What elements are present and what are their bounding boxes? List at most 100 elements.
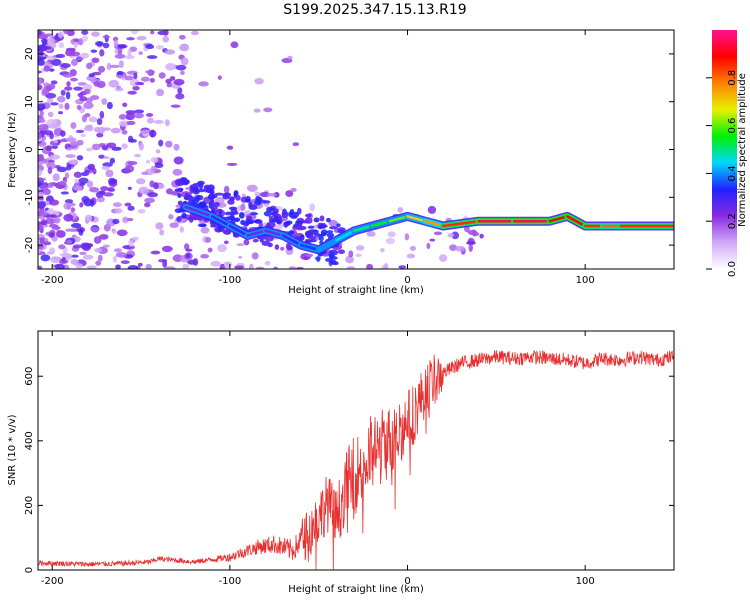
noise-blob [466, 240, 476, 246]
ridge-cluster-blob [276, 219, 281, 225]
noise-blob [72, 185, 83, 191]
noise-blob [159, 229, 165, 236]
noise-blob [107, 188, 116, 192]
noise-blob [71, 51, 81, 57]
page-title: S199.2025.347.15.13.R19 [283, 2, 467, 18]
noise-blob [348, 250, 354, 258]
noise-blob [54, 263, 65, 269]
noise-blob [72, 244, 82, 249]
noise-blob [138, 51, 143, 55]
noise-blob [266, 193, 278, 197]
noise-blob [50, 80, 58, 85]
noise-blob [121, 129, 128, 135]
noise-blob [61, 256, 66, 262]
ridge-cluster-blob [248, 204, 258, 210]
ridge-cluster-blob [187, 196, 195, 201]
noise-blob [41, 38, 48, 44]
noise-blob [438, 254, 448, 262]
noise-blob [109, 64, 120, 68]
noise-blob [147, 192, 159, 198]
ridge-cluster-blob [198, 201, 207, 209]
noise-blob [152, 182, 159, 190]
noise-blob [398, 265, 407, 269]
noise-blob [90, 49, 98, 53]
noise-blob [84, 214, 93, 222]
ridge-core-segment [406, 215, 427, 223]
noise-blob [106, 101, 113, 110]
noise-blob [136, 35, 147, 41]
noise-blob [192, 258, 199, 266]
noise-blob [95, 191, 104, 198]
ridge-cluster-blob [307, 235, 317, 240]
noise-blob [145, 112, 154, 117]
spectrogram-blobs [38, 30, 484, 269]
snr-x-axis-label: Height of straight line (km) [288, 584, 424, 595]
noise-blob [40, 254, 51, 262]
noise-blob [127, 161, 138, 166]
noise-blob [63, 202, 71, 210]
ridge-core-segment [388, 215, 409, 223]
noise-blob [49, 214, 57, 219]
ridge-cluster-blob [253, 219, 261, 224]
ridge-cluster-blob [307, 225, 315, 229]
noise-blob [47, 123, 59, 129]
noise-blob [125, 112, 136, 121]
ridge-cluster-blob [177, 200, 183, 206]
noise-blob [50, 256, 61, 264]
noise-blob [47, 166, 53, 175]
noise-blob [115, 264, 121, 269]
noise-blob [64, 86, 73, 91]
noise-blob [165, 140, 173, 148]
noise-blob [355, 245, 365, 251]
ridge-cluster-blob [326, 232, 335, 238]
noise-blob [138, 142, 145, 151]
noise-blob [116, 85, 122, 89]
snr-y-ticks: 0 200 400 600 [24, 367, 674, 573]
noise-blob [404, 233, 410, 241]
snr-x-tick-label: -200 [41, 576, 64, 587]
noise-blob [243, 239, 250, 246]
noise-blob [38, 124, 49, 131]
ridge-cluster-blob [313, 217, 320, 223]
noise-blob [88, 73, 95, 78]
noise-blob [397, 206, 404, 213]
noise-blob [45, 145, 52, 151]
noise-blob [88, 116, 98, 123]
noise-blob [144, 197, 155, 204]
noise-blob [158, 72, 166, 79]
noise-blob [38, 233, 45, 238]
spectrogram-x-tick-label: -100 [219, 275, 242, 286]
noise-blob [111, 146, 122, 151]
ridge-cluster-blob [325, 258, 332, 262]
noise-blob [58, 103, 64, 109]
noise-blob [46, 118, 58, 126]
ridge-cluster-blob [240, 219, 246, 225]
ridge-cluster-blob [290, 215, 298, 219]
ridge-cluster-blob [249, 212, 258, 216]
noise-blob [165, 78, 172, 84]
noise-blob [355, 253, 362, 258]
noise-blob [162, 35, 170, 43]
noise-blob [207, 247, 213, 253]
noise-blob [226, 162, 238, 166]
noise-blob [115, 252, 127, 258]
noise-blob [247, 184, 258, 192]
noise-blob [164, 119, 170, 127]
noise-blob [70, 122, 77, 130]
noise-blob [126, 120, 136, 126]
noise-blob [433, 231, 443, 236]
spectrogram-y-tick-label: 0 [24, 146, 35, 152]
noise-blob [90, 95, 100, 100]
noise-blob [248, 263, 254, 269]
noise-blob [53, 217, 61, 224]
noise-blob [91, 57, 100, 64]
colorbar-tick-label: 0.6 [727, 118, 738, 134]
spectrogram-x-axis-label: Height of straight line (km) [288, 285, 424, 296]
ridge-cluster-blob [274, 214, 279, 222]
noise-blob [172, 168, 183, 176]
noise-blob [49, 199, 60, 206]
noise-blob [223, 240, 229, 245]
noise-blob [177, 87, 183, 95]
noise-blob [166, 82, 172, 88]
noise-blob [280, 246, 285, 251]
